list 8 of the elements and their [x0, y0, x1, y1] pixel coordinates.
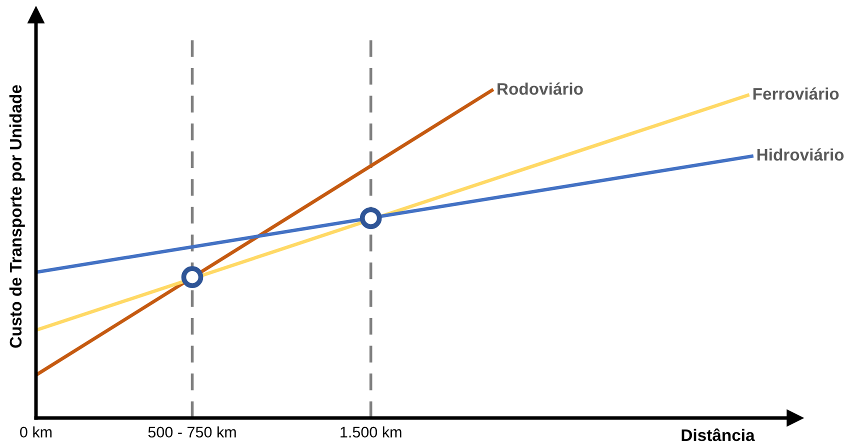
x-tick-label: 1.500 km [340, 426, 402, 438]
x-tick-label: 500 - 750 km [148, 426, 236, 438]
series-label: Rodoviário [498, 82, 583, 95]
x-axis-title: Distância [682, 428, 755, 442]
series-label: Ferroviário [753, 87, 839, 100]
y-axis-title: Custo de Transporte por Unidade [9, 85, 25, 348]
x-tick-label: 0 km [20, 426, 52, 438]
series-label: Hidroviário [757, 148, 844, 161]
